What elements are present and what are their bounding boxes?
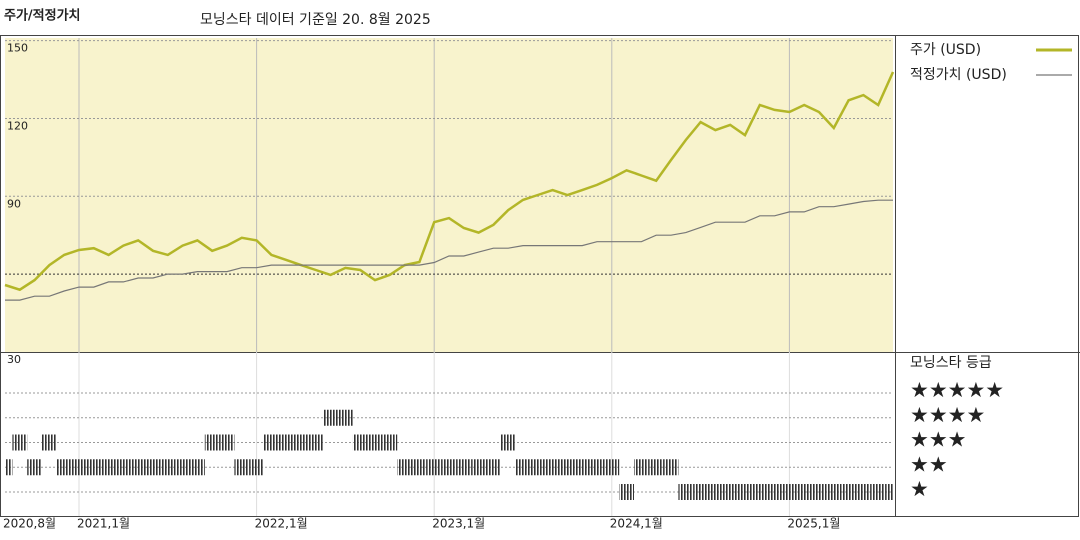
rating-bar bbox=[130, 459, 146, 476]
rating-bar bbox=[293, 434, 309, 451]
rating-bar bbox=[27, 459, 42, 476]
series-line bbox=[5, 199, 893, 301]
rating-bar bbox=[841, 484, 856, 500]
rating-bar bbox=[885, 484, 893, 500]
rating-bar bbox=[722, 484, 738, 500]
rating-bar bbox=[323, 409, 338, 426]
rating-bar bbox=[767, 484, 782, 500]
rating-bar bbox=[663, 459, 679, 476]
rating-bar bbox=[219, 434, 235, 451]
y-tick-label: 90 bbox=[7, 197, 21, 210]
rating-bar bbox=[190, 459, 205, 476]
rating-bar bbox=[412, 459, 427, 476]
legend-label: 적정가치 (USD) bbox=[910, 67, 1007, 83]
x-tick-label: 2024,1월 bbox=[610, 517, 663, 531]
rating-bar bbox=[352, 434, 368, 451]
chart-title: 주가/적정가치 bbox=[4, 8, 81, 24]
rating-bar bbox=[382, 434, 398, 451]
rating-level-label: ★★★★ bbox=[910, 403, 985, 427]
rating-bar bbox=[145, 459, 161, 476]
rating-bar bbox=[648, 459, 664, 476]
rating-bar bbox=[826, 484, 842, 500]
rating-bar bbox=[338, 409, 353, 426]
rating-bar bbox=[678, 484, 694, 500]
rating-title: 모닝스타 등급 bbox=[910, 355, 992, 371]
rating-bar bbox=[604, 459, 620, 476]
rating-bar bbox=[752, 484, 768, 500]
rating-bar bbox=[693, 484, 708, 500]
rating-level-label: ★★ bbox=[910, 452, 948, 476]
rating-bar bbox=[471, 459, 486, 476]
rating-bar bbox=[249, 459, 264, 476]
rating-bar bbox=[619, 484, 634, 500]
rating-level-label: ★★★★★ bbox=[910, 378, 1004, 402]
y-tick-label: 120 bbox=[7, 119, 28, 132]
rating-bar bbox=[234, 459, 250, 476]
x-tick-label: 2021,1월 bbox=[77, 517, 130, 531]
rating-bar bbox=[71, 459, 87, 476]
rating-bar bbox=[515, 459, 531, 476]
rating-bar bbox=[56, 459, 72, 476]
chart-subtitle: 모닝스타 데이터 기준일 20. 8월 2025 bbox=[200, 12, 431, 28]
rating-bar bbox=[264, 434, 279, 451]
rating-bar bbox=[560, 459, 575, 476]
rating-bar bbox=[426, 459, 442, 476]
legend-label: 주가 (USD) bbox=[910, 42, 981, 58]
rating-bar bbox=[42, 434, 57, 451]
rating-bar bbox=[486, 459, 501, 476]
rating-bar bbox=[12, 434, 28, 451]
rating-bar bbox=[86, 459, 102, 476]
y-tick-label: 30 bbox=[7, 353, 21, 366]
rating-level-label: ★ bbox=[910, 477, 929, 501]
rating-bar bbox=[574, 459, 590, 476]
rating-bar bbox=[500, 434, 516, 451]
rating-bar bbox=[204, 434, 220, 451]
rating-bar bbox=[116, 459, 131, 476]
rating-bar bbox=[101, 459, 116, 476]
rating-bar bbox=[160, 459, 176, 476]
rating-bar bbox=[456, 459, 472, 476]
x-tick-label: 2020,8월 bbox=[3, 517, 56, 531]
rating-bar bbox=[308, 434, 324, 451]
rating-bar bbox=[811, 484, 827, 500]
rating-bar bbox=[5, 459, 13, 476]
rating-bar bbox=[708, 484, 723, 500]
rating-bar bbox=[367, 434, 383, 451]
x-tick-label: 2025,1월 bbox=[787, 517, 840, 531]
rating-level-label: ★★★ bbox=[910, 428, 966, 452]
rating-bar bbox=[278, 434, 294, 451]
rating-bar bbox=[634, 459, 649, 476]
frame bbox=[0, 35, 1079, 517]
y-tick-label: 150 bbox=[7, 42, 28, 55]
rating-bar bbox=[589, 459, 605, 476]
rating-bar bbox=[782, 484, 797, 500]
rating-bar bbox=[737, 484, 753, 500]
rating-bar bbox=[441, 459, 457, 476]
rating-bar bbox=[796, 484, 812, 500]
x-tick-label: 2022,1월 bbox=[255, 517, 308, 531]
rating-bar bbox=[397, 459, 412, 476]
rating-bar bbox=[870, 484, 886, 500]
x-tick-label: 2023,1월 bbox=[432, 517, 485, 531]
rating-bar bbox=[545, 459, 560, 476]
plot-background bbox=[5, 38, 893, 352]
rating-bar bbox=[175, 459, 190, 476]
series-line bbox=[4, 71, 895, 292]
rating-bar bbox=[856, 484, 871, 500]
rating-bar bbox=[530, 459, 546, 476]
